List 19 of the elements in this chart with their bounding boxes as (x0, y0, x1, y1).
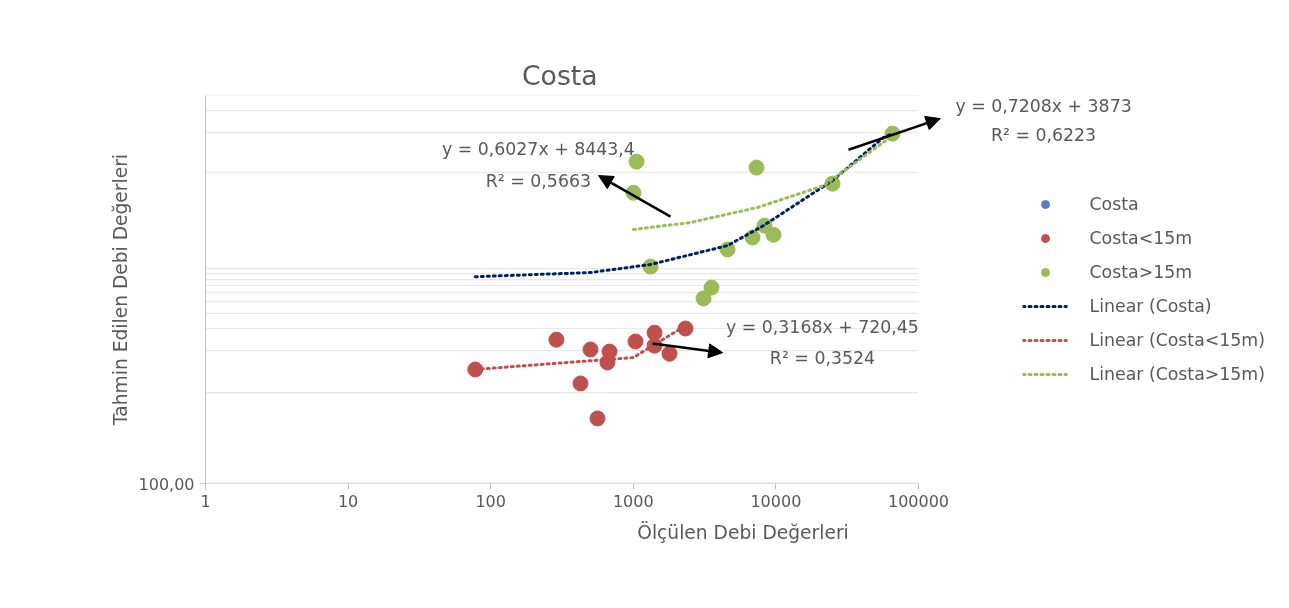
annotation: y = 0,3168x + 720,45 R² = 0,3524 (726, 317, 919, 368)
chart-title: Costa (522, 59, 598, 91)
x-tick-label: 100 (475, 491, 506, 511)
legend-label: Linear (Costa) (1089, 296, 1212, 316)
legend-label: Costa>15m (1089, 262, 1193, 282)
y-axis-title: Tahmin Edilen Debi Değerleri (109, 153, 131, 427)
text: y = 0,7208x + 3873 R² = 0,6223 (955, 95, 1132, 146)
text: 100,00 (138, 474, 195, 494)
x-axis-title: Ölçülen Debi Değerleri (637, 520, 849, 543)
legend-label: Linear (Costa<15m) (1089, 330, 1265, 350)
x-tick-label: 10000 (750, 491, 802, 511)
legend-label: Costa<15m (1089, 228, 1193, 248)
x-tick-label: 10 (337, 491, 359, 511)
x-tick-label: 1 (200, 491, 211, 511)
legend-label: Linear (Costa>15m) (1089, 364, 1265, 384)
legend-label: Costa (1089, 194, 1139, 214)
x-tick-label: 1000 (612, 491, 654, 511)
x-tick-label: 100000 (887, 491, 950, 511)
annotation: y = 0,6027x + 8443,4 R² = 0,5663 (441, 138, 635, 191)
